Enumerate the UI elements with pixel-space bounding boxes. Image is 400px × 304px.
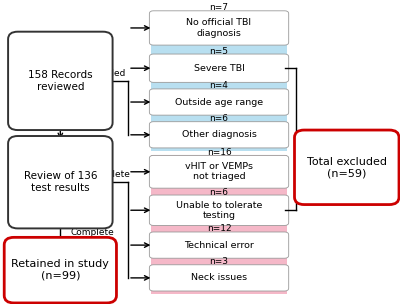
FancyBboxPatch shape — [149, 89, 289, 115]
Text: Excluded: Excluded — [84, 69, 126, 78]
Text: n=12: n=12 — [207, 224, 231, 233]
FancyBboxPatch shape — [149, 122, 289, 148]
FancyBboxPatch shape — [294, 130, 399, 205]
FancyBboxPatch shape — [149, 155, 289, 188]
Text: n=7: n=7 — [210, 3, 228, 12]
Text: n=4: n=4 — [210, 81, 228, 90]
Text: n=6: n=6 — [210, 114, 228, 123]
FancyBboxPatch shape — [4, 237, 116, 303]
Text: Total excluded
(n=59): Total excluded (n=59) — [307, 157, 387, 178]
Text: Review of 136
test results: Review of 136 test results — [24, 171, 97, 193]
FancyBboxPatch shape — [8, 32, 112, 130]
Text: n=3: n=3 — [210, 257, 228, 266]
Text: Technical error: Technical error — [184, 240, 254, 250]
Text: Unable to tolerate
testing: Unable to tolerate testing — [176, 201, 262, 220]
Text: n=16: n=16 — [207, 148, 232, 157]
Text: Retained in study
(n=99): Retained in study (n=99) — [12, 259, 109, 281]
Text: Outside age range: Outside age range — [175, 98, 263, 106]
FancyBboxPatch shape — [149, 54, 289, 82]
FancyBboxPatch shape — [149, 232, 289, 258]
Text: Severe TBI: Severe TBI — [194, 64, 244, 73]
Text: 158 Records
reviewed: 158 Records reviewed — [28, 70, 93, 92]
Text: Other diagnosis: Other diagnosis — [182, 130, 256, 139]
FancyBboxPatch shape — [151, 155, 287, 294]
FancyBboxPatch shape — [149, 195, 289, 226]
Text: Complete: Complete — [70, 228, 114, 237]
Text: Incomplete: Incomplete — [80, 170, 130, 179]
Text: Neck issues: Neck issues — [191, 273, 247, 282]
FancyBboxPatch shape — [149, 265, 289, 291]
FancyBboxPatch shape — [151, 11, 287, 151]
Text: vHIT or VEMPs
not triaged: vHIT or VEMPs not triaged — [185, 162, 253, 181]
Text: No official TBI
diagnosis: No official TBI diagnosis — [186, 18, 252, 38]
FancyBboxPatch shape — [8, 136, 112, 228]
FancyBboxPatch shape — [149, 11, 289, 45]
Text: n=6: n=6 — [210, 188, 228, 196]
Text: n=5: n=5 — [210, 47, 228, 56]
